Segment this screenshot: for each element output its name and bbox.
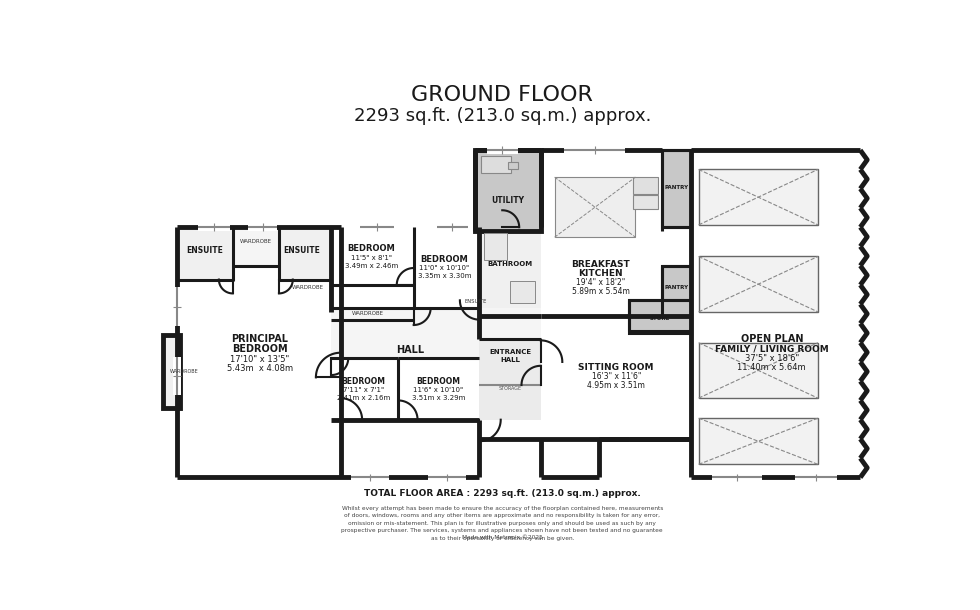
- Bar: [487, 146, 517, 154]
- Text: PANTRY: PANTRY: [664, 185, 688, 190]
- Text: BATHROOM: BATHROOM: [487, 261, 532, 267]
- Bar: [164, 335, 180, 408]
- Bar: [633, 177, 658, 194]
- Bar: [398, 358, 479, 420]
- Bar: [711, 473, 761, 481]
- Text: 2293 sq.ft. (213.0 sq.m.) approx.: 2293 sq.ft. (213.0 sq.m.) approx.: [354, 107, 651, 124]
- Bar: [662, 266, 691, 316]
- Bar: [479, 227, 541, 316]
- Text: STORAGE: STORAGE: [499, 386, 521, 392]
- Bar: [351, 473, 389, 481]
- Bar: [248, 223, 277, 231]
- Bar: [699, 418, 818, 464]
- Bar: [173, 287, 181, 326]
- Bar: [691, 150, 860, 478]
- Text: HALL: HALL: [500, 357, 519, 362]
- Text: 11'5" x 8'1": 11'5" x 8'1": [351, 255, 392, 261]
- Text: TOTAL FLOOR AREA : 2293 sq.ft. (213.0 sq.m.) approx.: TOTAL FLOOR AREA : 2293 sq.ft. (213.0 sq…: [364, 489, 641, 498]
- Bar: [360, 223, 395, 231]
- Bar: [699, 343, 818, 398]
- Bar: [177, 227, 233, 279]
- Text: ENSUITE: ENSUITE: [465, 300, 486, 304]
- Text: 7'11" x 7'1": 7'11" x 7'1": [343, 387, 384, 393]
- Bar: [437, 223, 467, 231]
- Text: 3.35m x 3.30m: 3.35m x 3.30m: [417, 273, 471, 279]
- Text: OPEN PLAN: OPEN PLAN: [741, 334, 803, 344]
- Text: BREAKFAST: BREAKFAST: [571, 260, 630, 268]
- Text: FAMILY / LIVING ROOM: FAMILY / LIVING ROOM: [714, 345, 829, 353]
- Text: 11'6" x 10'10": 11'6" x 10'10": [414, 387, 464, 393]
- Text: 37'5" x 18'6": 37'5" x 18'6": [745, 354, 799, 364]
- Bar: [177, 227, 341, 478]
- Bar: [699, 256, 818, 312]
- Text: BEDROOM: BEDROOM: [342, 377, 386, 386]
- Bar: [633, 195, 658, 209]
- Text: WARDROBE: WARDROBE: [352, 311, 383, 316]
- Text: STORE: STORE: [650, 315, 670, 321]
- Bar: [279, 227, 331, 279]
- Text: 19'4" x 18'2": 19'4" x 18'2": [576, 278, 625, 287]
- Bar: [484, 234, 507, 260]
- Bar: [662, 150, 691, 227]
- Bar: [541, 150, 691, 316]
- Text: ENSUITE: ENSUITE: [186, 246, 222, 255]
- Text: 11'0" x 10'10": 11'0" x 10'10": [419, 265, 469, 271]
- Text: 5.43m  x 4.08m: 5.43m x 4.08m: [226, 364, 293, 373]
- Text: BEDROOM: BEDROOM: [420, 255, 468, 264]
- Text: GROUND FLOOR: GROUND FLOOR: [412, 85, 593, 105]
- Text: 17'10" x 13'5": 17'10" x 13'5": [230, 355, 289, 364]
- Text: PANTRY: PANTRY: [664, 285, 688, 290]
- Bar: [173, 357, 181, 395]
- Bar: [564, 146, 625, 154]
- Text: KITCHEN: KITCHEN: [578, 269, 623, 278]
- Text: SITTING ROOM: SITTING ROOM: [578, 363, 654, 372]
- Text: BEDROOM: BEDROOM: [416, 377, 461, 386]
- Text: WARDROBE: WARDROBE: [170, 370, 198, 375]
- Bar: [481, 156, 511, 173]
- Text: PRINCIPAL: PRINCIPAL: [231, 334, 288, 344]
- Bar: [331, 227, 414, 285]
- Bar: [699, 170, 818, 225]
- Text: 2.41m x 2.16m: 2.41m x 2.16m: [337, 395, 390, 401]
- Bar: [555, 177, 635, 237]
- Bar: [427, 473, 466, 481]
- Text: Whilst every attempt has been made to ensure the accuracy of the floorplan conta: Whilst every attempt has been made to en…: [341, 506, 663, 540]
- Text: BEDROOM: BEDROOM: [348, 244, 395, 253]
- Text: ENTRANCE: ENTRANCE: [489, 349, 531, 355]
- Bar: [414, 227, 475, 308]
- Bar: [795, 473, 837, 481]
- Bar: [629, 300, 691, 332]
- Bar: [331, 308, 541, 416]
- Text: ENSUITE: ENSUITE: [283, 246, 320, 255]
- Bar: [233, 227, 279, 266]
- Text: 3.51m x 3.29m: 3.51m x 3.29m: [412, 395, 465, 401]
- Text: 4.95m x 3.51m: 4.95m x 3.51m: [587, 381, 645, 390]
- Text: Made with Metropix ©2025: Made with Metropix ©2025: [462, 535, 543, 540]
- Text: UTILITY: UTILITY: [491, 196, 524, 205]
- Bar: [475, 150, 541, 231]
- Bar: [331, 358, 398, 420]
- Bar: [541, 316, 691, 439]
- Text: 16'3" x 11'6": 16'3" x 11'6": [592, 372, 641, 381]
- Text: WARDROBE: WARDROBE: [240, 239, 271, 243]
- Text: 3.49m x 2.46m: 3.49m x 2.46m: [345, 264, 398, 270]
- Text: HALL: HALL: [396, 345, 424, 356]
- Text: 5.89m x 5.54m: 5.89m x 5.54m: [572, 287, 630, 296]
- Text: 11.40m x 5.64m: 11.40m x 5.64m: [737, 363, 807, 372]
- Text: WARDROBE: WARDROBE: [291, 285, 323, 290]
- Bar: [508, 162, 518, 170]
- Bar: [198, 223, 230, 231]
- Bar: [510, 281, 535, 303]
- Text: BEDROOM: BEDROOM: [232, 344, 287, 354]
- Bar: [479, 339, 541, 420]
